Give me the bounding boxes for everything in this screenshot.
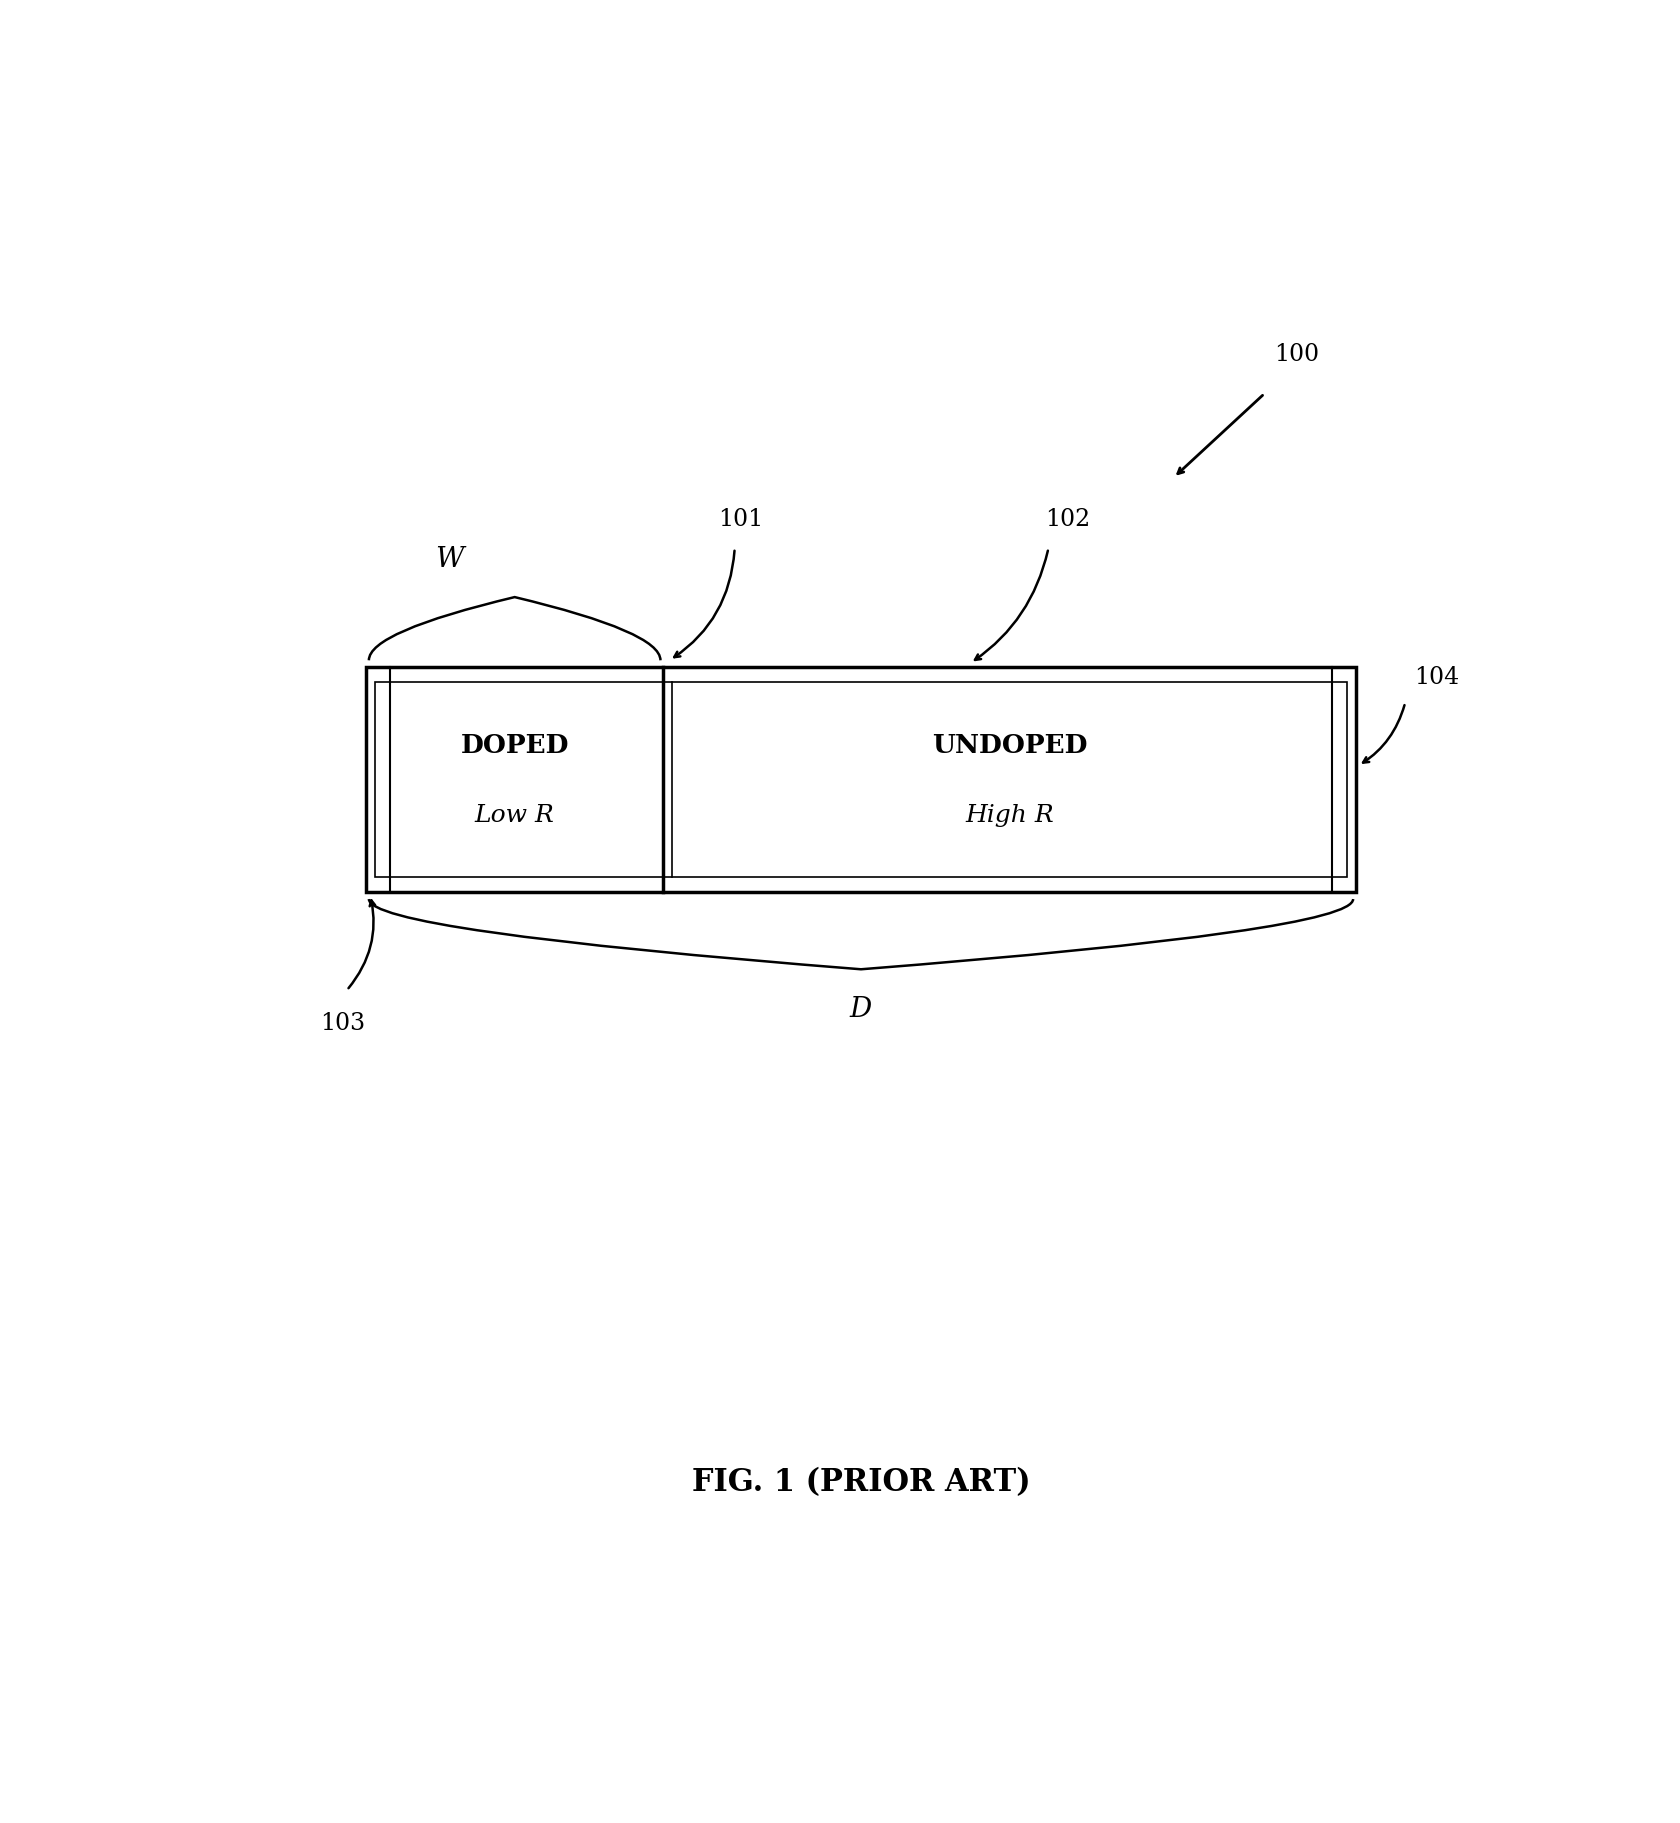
- Text: UNDOPED: UNDOPED: [932, 733, 1087, 758]
- Text: 100: 100: [1275, 343, 1320, 366]
- Bar: [366, 667, 1356, 893]
- Text: 102: 102: [1045, 507, 1090, 530]
- Text: High R: High R: [964, 804, 1053, 828]
- Text: 104: 104: [1415, 665, 1460, 689]
- Text: W: W: [435, 545, 464, 572]
- Text: D: D: [850, 995, 872, 1023]
- Text: FIG. 1 (PRIOR ART): FIG. 1 (PRIOR ART): [692, 1468, 1030, 1497]
- Text: Low R: Low R: [475, 804, 554, 828]
- Text: 103: 103: [321, 1012, 365, 1035]
- Bar: [375, 682, 1347, 879]
- Text: 101: 101: [719, 507, 764, 530]
- Text: DOPED: DOPED: [460, 733, 570, 758]
